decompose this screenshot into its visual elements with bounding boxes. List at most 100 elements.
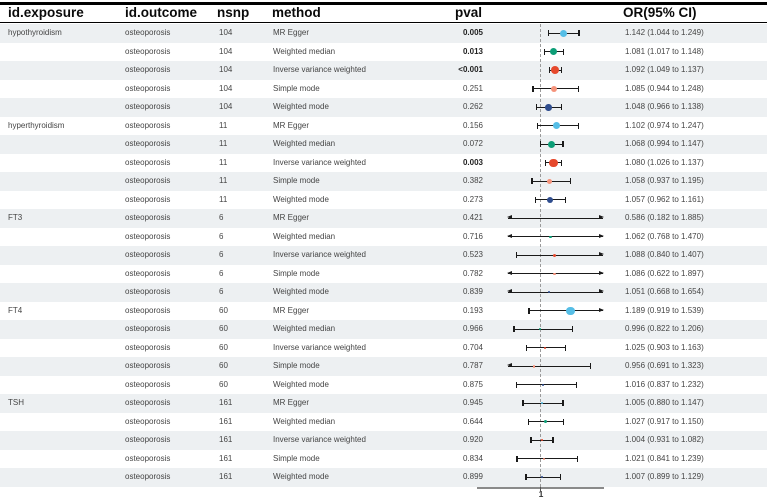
pval-cell: 0.875: [462, 379, 483, 389]
ci-line: [522, 402, 564, 404]
nsnp-cell: 11: [219, 120, 228, 130]
forest-table-row: osteoporosis 60 Weighted mode 0.875 1.016 (0…: [0, 376, 767, 395]
ci-line: [515, 384, 577, 386]
method-cell: Weighted median: [273, 324, 336, 333]
outcome-cell: osteoporosis: [125, 342, 171, 352]
or-point: [543, 457, 546, 460]
pval-cell: 0.787: [462, 361, 483, 370]
nsnp-cell: 11: [219, 139, 228, 148]
outcome-cell: osteoporosis: [125, 213, 171, 222]
ci-right-cap: [560, 67, 563, 74]
method-cell: Inverse variance weighted: [273, 435, 366, 444]
or-point: [539, 328, 542, 331]
ci-right-cap: [578, 30, 580, 37]
ci-line: [516, 458, 579, 460]
outcome-cell: osteoporosis: [125, 398, 171, 407]
forest-table-row: FT4 osteoporosis 60 MR Egger 0.193 1.189 (0.9…: [0, 302, 767, 321]
outcome-cell: osteoporosis: [125, 194, 171, 204]
outcome-cell: osteoporosis: [125, 83, 171, 93]
ci-left-arrow: [506, 233, 512, 238]
outcome-cell: osteoporosis: [125, 157, 171, 167]
pval-cell: 0.193: [462, 305, 483, 315]
outcome-cell: osteoporosis: [125, 250, 171, 259]
pval-cell: <0.001: [458, 65, 483, 74]
x-axis-tick: [540, 487, 541, 491]
nsnp-cell: 161: [219, 435, 233, 444]
pval-cell: 0.920: [462, 435, 483, 444]
top-border-line: [0, 2, 767, 5]
or-ci-cell: 1.062 (0.768 to 1.470): [625, 231, 704, 241]
ci-right-cap: [561, 104, 563, 111]
forest-table-row: TSH osteoporosis 161 MR Egger 0.945 1.005 (0.…: [0, 394, 767, 413]
or-ci-cell: 0.996 (0.822 to 1.206): [625, 324, 704, 333]
nsnp-cell: 6: [219, 268, 224, 278]
ci-right-arrow: [598, 252, 604, 257]
ci-left-arrow: [506, 289, 512, 294]
or-ci-cell: 1.081 (1.017 to 1.148): [625, 46, 704, 56]
outcome-cell: osteoporosis: [125, 102, 171, 111]
header-underline: [0, 21, 767, 24]
outcome-cell: osteoporosis: [125, 361, 171, 370]
forest-table-row: osteoporosis 60 Inverse variance weighted 0…: [0, 339, 767, 358]
or-point: [553, 122, 561, 130]
forest-table-row: osteoporosis 104 Inverse variance weighted…: [0, 61, 767, 80]
outcome-cell: osteoporosis: [125, 231, 171, 241]
forest-table-row: osteoporosis 104 Weighted median 0.013 1.081…: [0, 43, 767, 62]
or-ci-cell: 1.080 (1.026 to 1.137): [625, 157, 704, 167]
method-cell: MR Egger: [273, 213, 310, 222]
pval-cell: 0.899: [462, 472, 483, 481]
ci-right-cap: [571, 326, 573, 333]
forest-table-row: osteoporosis 161 Inverse variance weighted…: [0, 431, 767, 450]
nsnp-cell: 60: [219, 324, 228, 333]
forest-table-row: osteoporosis 6 Simple mode 0.782 1.086 (0.62…: [0, 265, 767, 284]
method-cell: Simple mode: [273, 83, 320, 93]
forest-table-row: osteoporosis 6 Weighted median 0.716 1.062 (…: [0, 228, 767, 247]
ci-right-cap: [575, 381, 577, 388]
forest-table-row: osteoporosis 11 Inverse variance weighted 0…: [0, 154, 767, 173]
col-header-nsnp: nsnp: [217, 5, 250, 20]
nsnp-cell: 161: [219, 472, 233, 481]
nsnp-cell: 6: [219, 231, 224, 241]
or-ci-cell: 1.027 (0.917 to 1.150): [625, 416, 704, 426]
nsnp-cell: 161: [219, 453, 233, 463]
ci-left-cap: [525, 474, 527, 481]
outcome-cell: osteoporosis: [125, 120, 171, 130]
forest-table-row: osteoporosis 60 Weighted median 0.966 0.996 …: [0, 320, 767, 339]
or-ci-cell: 1.016 (0.837 to 1.232): [625, 379, 704, 389]
method-cell: Inverse variance weighted: [273, 157, 366, 167]
nsnp-cell: 60: [219, 342, 228, 352]
or-point: [551, 85, 558, 92]
nsnp-cell: 104: [219, 65, 233, 74]
nsnp-cell: 104: [219, 28, 233, 37]
or-point: [540, 439, 543, 442]
x-axis-tick-label: 1: [538, 489, 544, 499]
ci-right-cap: [560, 159, 563, 166]
or-point: [541, 476, 544, 479]
method-cell: Weighted mode: [273, 379, 329, 389]
ci-right-cap: [577, 122, 580, 129]
method-cell: Weighted median: [273, 139, 336, 148]
outcome-cell: osteoporosis: [125, 305, 171, 315]
or-ci-cell: 1.189 (0.919 to 1.539): [625, 305, 704, 315]
nsnp-cell: 6: [219, 287, 224, 296]
pval-cell: 0.945: [462, 398, 483, 407]
ci-line: [507, 291, 604, 293]
ci-right-arrow: [598, 270, 604, 275]
nsnp-cell: 104: [219, 83, 233, 93]
or-point: [552, 253, 557, 257]
ci-left-arrow: [506, 215, 512, 220]
outcome-cell: osteoporosis: [125, 139, 171, 148]
ci-left-cap: [525, 344, 528, 351]
ci-left-cap: [516, 455, 518, 462]
forest-table-row: osteoporosis 161 Weighted mode 0.899 1.007 (…: [0, 468, 767, 487]
or-point: [553, 272, 556, 275]
or-ci-cell: 1.057 (0.962 to 1.161): [625, 194, 704, 204]
or-ci-cell: 1.025 (0.903 to 1.163): [625, 342, 704, 352]
ci-right-cap: [569, 178, 572, 185]
col-header-outcome: id.outcome: [125, 5, 198, 20]
ci-right-cap: [562, 141, 564, 148]
pval-cell: 0.523: [462, 250, 483, 259]
or-point: [542, 383, 545, 386]
ci-left-cap: [547, 30, 550, 37]
